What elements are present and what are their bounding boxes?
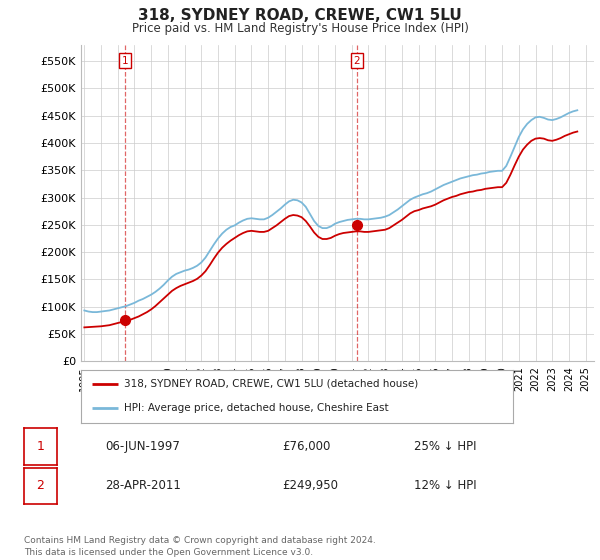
Text: 2: 2	[37, 479, 44, 492]
Text: Price paid vs. HM Land Registry's House Price Index (HPI): Price paid vs. HM Land Registry's House …	[131, 22, 469, 35]
Text: 25% ↓ HPI: 25% ↓ HPI	[414, 440, 476, 453]
Text: Contains HM Land Registry data © Crown copyright and database right 2024.
This d: Contains HM Land Registry data © Crown c…	[24, 536, 376, 557]
Text: 1: 1	[37, 440, 44, 453]
Text: 1: 1	[122, 56, 128, 66]
Text: 12% ↓ HPI: 12% ↓ HPI	[414, 479, 476, 492]
Text: 318, SYDNEY ROAD, CREWE, CW1 5LU (detached house): 318, SYDNEY ROAD, CREWE, CW1 5LU (detach…	[124, 379, 418, 389]
Text: HPI: Average price, detached house, Cheshire East: HPI: Average price, detached house, Ches…	[124, 403, 389, 413]
Text: £76,000: £76,000	[282, 440, 331, 453]
Text: 2: 2	[354, 56, 361, 66]
Text: £249,950: £249,950	[282, 479, 338, 492]
Text: 318, SYDNEY ROAD, CREWE, CW1 5LU: 318, SYDNEY ROAD, CREWE, CW1 5LU	[138, 8, 462, 24]
Text: 28-APR-2011: 28-APR-2011	[105, 479, 181, 492]
Text: 06-JUN-1997: 06-JUN-1997	[105, 440, 180, 453]
